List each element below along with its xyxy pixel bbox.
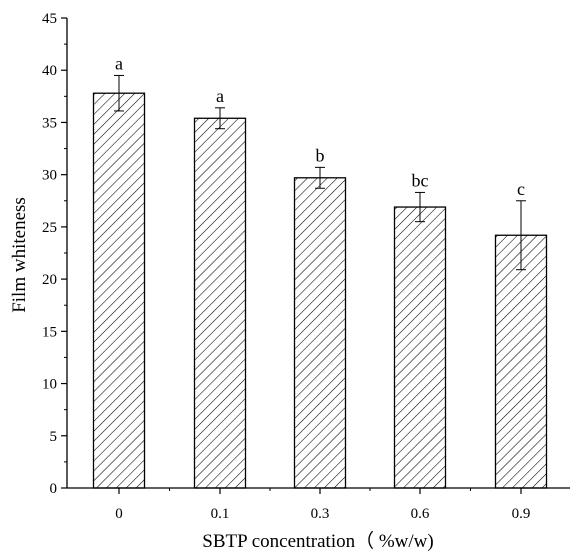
- y-tick-label: 5: [50, 429, 58, 445]
- significance-label: a: [115, 53, 123, 73]
- y-tick-label: 20: [42, 272, 57, 288]
- significance-labels-layer: a a b bc c: [115, 53, 525, 198]
- y-tick-label: 10: [42, 377, 57, 393]
- y-tick-label: 40: [42, 63, 57, 79]
- significance-label: a: [216, 86, 224, 106]
- x-tick-label: 0.6: [411, 506, 430, 522]
- x-axis-title: SBTP concentration（ %w/w): [202, 530, 433, 552]
- x-tick-label: 0.1: [211, 506, 230, 522]
- significance-label: b: [316, 145, 325, 165]
- bar: [193, 117, 247, 489]
- y-tick-label: 35: [42, 115, 57, 131]
- bar: [494, 234, 548, 489]
- bar: [393, 206, 447, 489]
- y-axis-title: Film whiteness: [9, 197, 30, 313]
- error-bars-layer: [114, 74, 526, 271]
- x-tick-label: 0: [115, 506, 123, 522]
- bar: [92, 92, 146, 489]
- x-tick-label: 0.9: [512, 506, 531, 522]
- axes-layer: 0 5 10 15 20 25 30 35 40 45 0 0.1 0.3 0.6 0.9: [42, 11, 570, 522]
- y-tick-label: 45: [42, 11, 57, 27]
- significance-label: bc: [412, 170, 429, 190]
- y-tick-label: 30: [42, 168, 57, 184]
- y-tick-label: 25: [42, 220, 57, 236]
- significance-label: c: [517, 179, 525, 199]
- y-tick-label: 15: [42, 324, 57, 340]
- bar: [293, 177, 347, 489]
- x-tick-label: 0.3: [311, 506, 330, 522]
- y-tick-label: 0: [50, 481, 58, 497]
